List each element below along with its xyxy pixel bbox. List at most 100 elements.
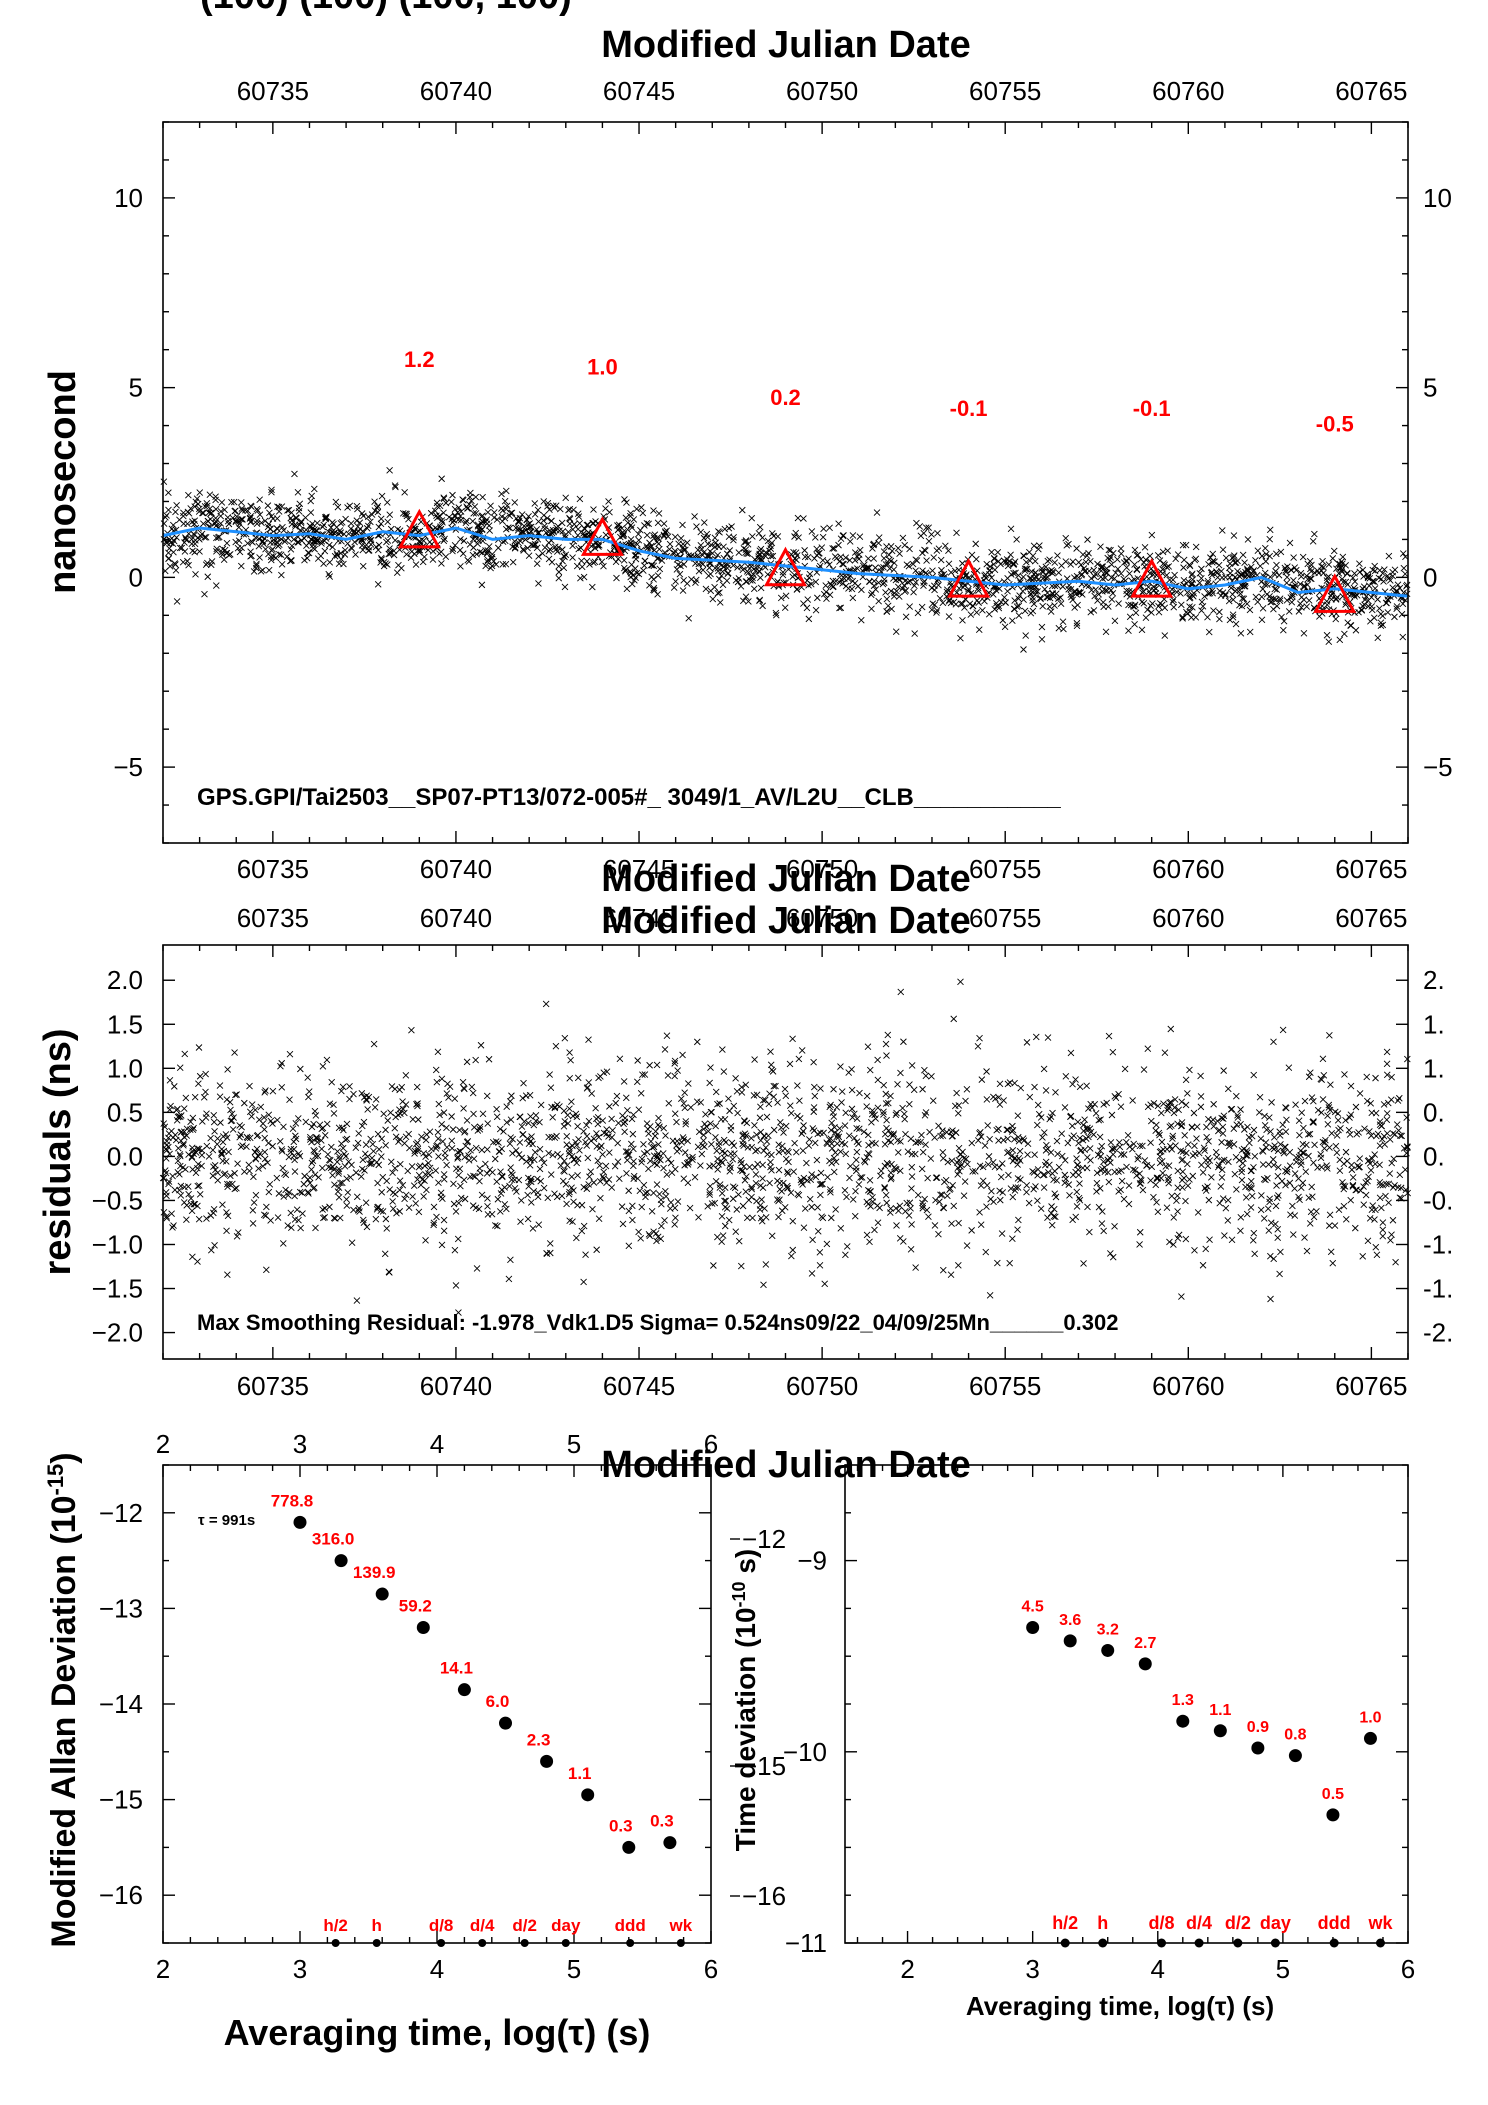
residual-point (892, 1111, 900, 1119)
data-point (1182, 541, 1190, 549)
data-point (256, 496, 264, 504)
residual-point (1147, 1117, 1155, 1125)
data-point (1042, 574, 1050, 582)
residual-point (944, 1192, 951, 1200)
data-point (806, 570, 814, 578)
data-point (679, 587, 687, 594)
data-point (1125, 601, 1132, 609)
residual-point (663, 1032, 671, 1040)
residual-point (210, 1112, 218, 1119)
data-point (1367, 618, 1374, 625)
data-point (1222, 573, 1229, 581)
residual-point (1040, 1065, 1048, 1073)
residual-point (223, 1096, 231, 1103)
residual-point (176, 1162, 184, 1170)
data-point (575, 545, 583, 553)
residual-point (618, 1203, 626, 1210)
residual-point (680, 1100, 688, 1107)
data-point (972, 540, 980, 548)
residual-point (180, 1199, 188, 1206)
data-point (875, 597, 882, 605)
data-point (849, 577, 856, 585)
data-point (434, 514, 441, 522)
residual-point (852, 1187, 859, 1195)
residual-point (515, 1151, 523, 1158)
data-point (1107, 586, 1115, 594)
residual-point (404, 1167, 412, 1175)
data-point (385, 550, 393, 558)
residual-point (768, 1066, 776, 1074)
residual-point (664, 1072, 672, 1079)
data-point (1044, 593, 1052, 601)
residual-point (1125, 1200, 1133, 1208)
residual-point (1306, 1220, 1314, 1227)
data-point (880, 554, 888, 562)
residual-point (1043, 1141, 1050, 1149)
residual-point (1040, 1184, 1048, 1191)
data-point (295, 508, 303, 515)
residual-point (1321, 1145, 1328, 1152)
data-point (1385, 552, 1393, 560)
residual-point (1376, 1142, 1384, 1149)
residual-point (650, 1189, 657, 1197)
residual-point (507, 1134, 514, 1141)
data-point (237, 499, 245, 506)
residual-point (1087, 1156, 1094, 1164)
data-point (743, 568, 751, 575)
data-point (1295, 608, 1303, 615)
data-point (1169, 598, 1177, 606)
data-point (912, 567, 919, 575)
marker-value-label: -0.1 (1133, 396, 1171, 421)
data-point (943, 588, 951, 596)
residual-point (810, 1058, 817, 1066)
data-point (218, 499, 226, 506)
residual-point (1131, 1166, 1139, 1174)
residual-point (382, 1215, 390, 1223)
residual-point (248, 1101, 256, 1108)
data-point (1117, 570, 1125, 577)
data-point (576, 495, 584, 503)
residual-point (1261, 1112, 1268, 1120)
y-tick-label: −5 (1423, 752, 1453, 782)
data-point (506, 524, 514, 532)
data-point (178, 544, 186, 552)
residual-point (768, 1232, 776, 1240)
data-point (1091, 592, 1098, 600)
residual-point (1298, 1109, 1306, 1117)
data-point (291, 470, 298, 478)
data-point (1015, 595, 1022, 602)
residual-point (989, 1158, 997, 1166)
residual-point (883, 1124, 890, 1132)
residual-point (483, 1170, 491, 1177)
residual-point (507, 1116, 515, 1123)
residual-point (1263, 1126, 1270, 1134)
data-point (344, 504, 351, 511)
data-point (307, 497, 315, 505)
residual-point (1093, 1169, 1101, 1177)
residual-point (1069, 1216, 1076, 1224)
residual-point (1092, 1109, 1100, 1117)
data-point (1231, 559, 1239, 567)
residual-point (948, 1220, 955, 1227)
residual-point (770, 1126, 778, 1134)
residual-point (414, 1116, 422, 1123)
data-point (383, 499, 391, 506)
residual-point (960, 1192, 968, 1199)
residual-point (712, 1088, 720, 1096)
residual-point (1310, 1213, 1318, 1221)
data-point (278, 571, 285, 579)
data-point (1239, 551, 1247, 559)
data-point (1352, 626, 1360, 634)
data-point (1115, 600, 1122, 607)
data-point (851, 557, 859, 564)
residual-point (818, 1180, 825, 1188)
data-point (212, 496, 219, 504)
residual-point (766, 1179, 773, 1187)
data-point (516, 514, 524, 522)
data-point (386, 545, 393, 552)
data-point (969, 602, 977, 610)
residual-point (1150, 1193, 1157, 1201)
residual-point (460, 1105, 467, 1112)
residual-point (1037, 1205, 1045, 1213)
residual-point (1379, 1226, 1387, 1234)
